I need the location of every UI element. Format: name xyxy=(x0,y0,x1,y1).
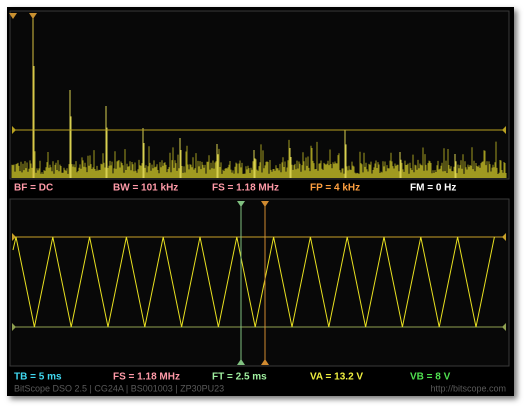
status-label: TB = 5 ms xyxy=(14,372,62,383)
marker xyxy=(502,323,506,331)
status-label: FM = 0 Hz xyxy=(410,183,456,194)
marker xyxy=(12,233,16,241)
waveform-trace xyxy=(12,236,495,328)
marker xyxy=(12,126,16,134)
status-label: FS = 1.18 MHz xyxy=(113,372,180,383)
marker xyxy=(9,13,17,19)
status-label: VA = 13.2 V xyxy=(310,372,363,383)
status-label: FS = 1.18 MHz xyxy=(212,183,279,194)
marker xyxy=(261,201,269,207)
footer-link: http://bitscope.com xyxy=(430,383,506,393)
marker xyxy=(502,126,506,134)
marker xyxy=(237,201,245,207)
marker xyxy=(29,13,37,19)
marker xyxy=(502,233,506,241)
status-label: BW = 101 kHz xyxy=(113,183,178,194)
marker xyxy=(261,359,269,365)
status-label: VB = 8 V xyxy=(410,372,451,383)
marker xyxy=(12,323,16,331)
status-label: BF = DC xyxy=(14,183,53,194)
spectrum-display xyxy=(9,10,510,180)
status-label: FT = 2.5 ms xyxy=(212,372,267,383)
marker xyxy=(237,359,245,365)
spectrum-trace xyxy=(11,139,507,178)
scope-display xyxy=(9,198,510,367)
footer-info: BitScope DSO 2.5 | CG24A | BS001003 | ZP… xyxy=(14,383,224,393)
status-label: FP = 4 kHz xyxy=(310,183,360,194)
